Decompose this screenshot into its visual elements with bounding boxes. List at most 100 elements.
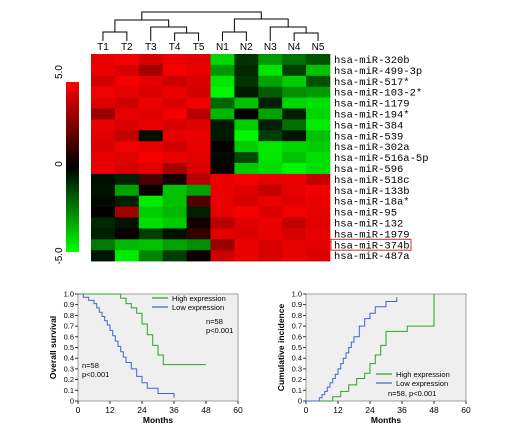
heatmap-cell <box>282 152 307 164</box>
row-labels: hsa-miR-320bhsa-miR-499-3phsa-miR-517*hs… <box>330 55 429 263</box>
dendrogram-branch <box>269 26 307 41</box>
row-label: hsa-miR-194* <box>334 110 410 122</box>
heatmap-cell <box>258 173 283 186</box>
heatmap-cell <box>91 152 116 164</box>
dendrogram-branch <box>114 19 170 32</box>
heatmap-cell <box>114 97 140 109</box>
x-axis-label: Months <box>143 415 173 425</box>
legend-entry: High expression <box>396 370 450 379</box>
heatmap-cell <box>138 130 163 142</box>
heatmap-cell <box>114 64 140 77</box>
heatmap-cell <box>162 152 187 164</box>
heatmap-cell <box>186 130 211 142</box>
heatmap-cell <box>138 163 163 175</box>
heatmap-cell <box>91 184 116 196</box>
color-scale-bar: 5.0 0 -5.0 <box>54 65 79 265</box>
heatmap-cell <box>258 86 283 98</box>
row-label: hsa-miR-132 <box>334 219 403 231</box>
heatmap-cell <box>162 173 187 186</box>
column-dendrogram <box>102 11 319 41</box>
heatmap-cell <box>234 239 259 251</box>
heatmap-cell <box>138 97 163 109</box>
heatmap-cell <box>258 108 283 120</box>
heatmap-cell <box>282 173 307 186</box>
heatmap-cell <box>234 152 259 164</box>
heatmap-cell <box>258 163 283 175</box>
heatmap-cell <box>258 54 283 66</box>
heatmap-cell <box>210 228 235 240</box>
heatmap-cell <box>282 130 307 142</box>
heatmap-cell <box>282 75 307 87</box>
y-tick-label: 0.9 <box>292 300 302 309</box>
heatmap-cell <box>91 250 116 262</box>
y-tick-label: 0.8 <box>292 311 302 320</box>
heatmap-cell <box>258 206 283 218</box>
heatmap-cell <box>186 86 211 98</box>
series-line <box>306 294 435 402</box>
heatmap-cell <box>138 119 163 131</box>
dendrogram-branch <box>150 26 188 41</box>
row-label: hsa-miR-1979 <box>334 229 410 241</box>
heatmap-cell <box>306 54 331 66</box>
heatmap-cell <box>91 195 116 207</box>
dendrogram-branch <box>141 11 262 20</box>
heatmap-cell <box>162 206 187 218</box>
heatmap-cell <box>114 86 140 98</box>
heatmap-cell <box>306 250 331 262</box>
y-tick-label: 0.3 <box>292 364 302 373</box>
heatmap-cell <box>162 228 187 240</box>
row-label: hsa-miR-95 <box>334 208 397 220</box>
heatmap-cell <box>114 239 140 251</box>
y-tick-label: 0.4 <box>64 354 74 363</box>
heatmap-cell <box>210 64 235 77</box>
y-tick-label: 1.0 <box>64 290 74 299</box>
heatmap-cell <box>162 64 187 77</box>
heatmap-cell <box>91 173 116 186</box>
heatmap-cell <box>91 86 116 98</box>
annotation: n=58 <box>206 317 223 326</box>
heatmap-cell <box>210 97 235 109</box>
heatmap-cell <box>91 108 116 120</box>
heatmap-cell <box>91 54 116 66</box>
heatmap-cell <box>306 217 331 229</box>
heatmap-cell <box>210 239 235 251</box>
x-tick-label: 36 <box>397 405 407 415</box>
heatmap-cell <box>138 206 163 218</box>
row-label: hsa-miR-18a* <box>334 197 410 209</box>
y-tick-label: 0.7 <box>292 322 302 331</box>
x-tick-label: 48 <box>201 405 211 415</box>
heatmap-cell <box>162 75 187 87</box>
heatmap-cell <box>138 173 163 186</box>
heatmap-cell <box>186 184 211 196</box>
heatmap-cell <box>91 75 116 87</box>
heatmap-cell <box>186 250 211 262</box>
heatmap-cell <box>210 195 235 207</box>
heatmap-cell <box>186 217 211 229</box>
y-tick-label: 0.8 <box>64 311 74 320</box>
y-tick-label: 0.7 <box>64 322 74 331</box>
heatmap-cell <box>138 86 163 98</box>
heatmap-cell <box>258 217 283 229</box>
row-label: hsa-miR-302a <box>334 142 410 154</box>
heatmap-cell <box>258 184 283 196</box>
heatmap-cell <box>186 64 211 77</box>
heatmap-cell <box>210 250 235 262</box>
heatmap-cell <box>234 108 259 120</box>
heatmap-cell <box>210 217 235 229</box>
dendrogram-branch <box>293 32 319 41</box>
heatmap-cell <box>258 119 283 131</box>
heatmap-cell <box>138 152 163 164</box>
heatmap-cell <box>258 130 283 142</box>
heatmap-cell <box>234 173 259 186</box>
heatmap-cell <box>114 217 140 229</box>
x-tick-label: 24 <box>137 405 147 415</box>
column-labels: T1 T2 T3 T4 T5 N1 N2 N3 N4 N5 <box>97 42 325 53</box>
y-tick-label: 0.4 <box>292 354 302 363</box>
y-tick-label: 0 <box>298 397 302 406</box>
dendrogram-branch <box>233 18 289 32</box>
column-label: N1 <box>216 42 229 53</box>
heatmap-cell <box>138 184 163 196</box>
heatmap-cell <box>210 54 235 66</box>
color-scale-tick: -5.0 <box>54 247 65 265</box>
column-label: N5 <box>312 42 325 53</box>
